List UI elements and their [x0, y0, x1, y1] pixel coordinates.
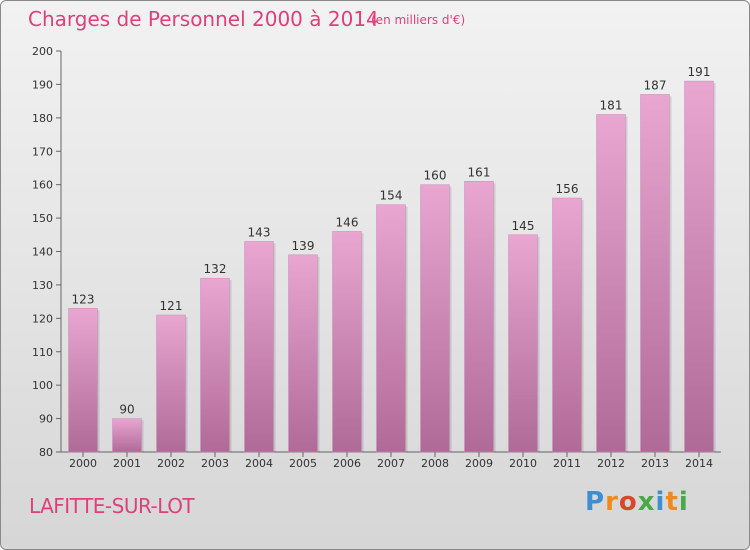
y-tick-label: 130: [32, 279, 53, 292]
bar: [640, 94, 670, 453]
logo-letter: i: [678, 487, 689, 517]
bar: [684, 80, 714, 453]
logo-letter: r: [605, 487, 619, 517]
x-tick-label: 2012: [597, 457, 625, 470]
bar: [552, 197, 582, 453]
logo-letter: o: [618, 487, 638, 517]
y-tick-label: 140: [32, 246, 53, 259]
bar-value-label: 146: [336, 215, 359, 229]
bar-value-label: 123: [72, 292, 95, 306]
chart-title: Charges de Personnel 2000 à 2014: [28, 7, 379, 31]
y-tick-label: 90: [39, 413, 53, 426]
x-tick-label: 2014: [685, 457, 713, 470]
bar-value-label: 187: [644, 78, 667, 92]
bar: [376, 204, 406, 453]
bar: [200, 277, 230, 453]
bar-value-label: 121: [160, 299, 183, 313]
y-tick-label: 80: [39, 446, 53, 459]
logo-letter: x: [637, 487, 656, 517]
bar: [68, 308, 98, 453]
bar-value-label: 90: [119, 403, 134, 417]
commune-name: LAFITTE-SUR-LOT: [29, 494, 195, 518]
bar-value-label: 143: [248, 225, 271, 239]
bar: [156, 314, 186, 453]
bar-value-label: 156: [556, 182, 579, 196]
bar-value-label: 191: [688, 65, 711, 79]
logo-letter: P: [585, 487, 606, 517]
bar-value-label: 132: [204, 262, 227, 276]
x-tick-label: 2009: [465, 457, 493, 470]
y-tick-label: 200: [32, 45, 53, 58]
bar: [112, 418, 142, 453]
x-tick-label: 2008: [421, 457, 449, 470]
x-tick-label: 2007: [377, 457, 405, 470]
logo-letter: i: [655, 487, 666, 517]
x-tick-label: 2005: [289, 457, 317, 470]
bar: [332, 231, 362, 453]
bar-value-label: 161: [468, 165, 491, 179]
y-tick-label: 120: [32, 312, 53, 325]
bar: [420, 184, 450, 453]
bar-value-label: 181: [600, 98, 623, 112]
x-tick-label: 2011: [553, 457, 581, 470]
x-tick-label: 2006: [333, 457, 361, 470]
proxiti-logo: Proxiti: [585, 487, 689, 517]
bar-value-label: 154: [380, 189, 403, 203]
y-tick-label: 150: [32, 212, 53, 225]
y-tick-label: 110: [32, 346, 53, 359]
x-tick-label: 2001: [113, 457, 141, 470]
x-tick-label: 2003: [201, 457, 229, 470]
chart-subtitle: (en milliers d'€): [371, 13, 466, 27]
x-tick-label: 2013: [641, 457, 669, 470]
bar-value-label: 145: [512, 219, 535, 233]
x-tick-label: 2002: [157, 457, 185, 470]
y-tick-label: 170: [32, 145, 53, 158]
x-tick-label: 2000: [69, 457, 97, 470]
bar-value-label: 139: [292, 239, 315, 253]
y-tick-label: 100: [32, 379, 53, 392]
x-tick-label: 2004: [245, 457, 273, 470]
logo-letter: t: [665, 487, 679, 517]
bar: [596, 114, 626, 453]
bar: [508, 234, 538, 453]
bar: [244, 241, 274, 453]
y-tick-label: 160: [32, 179, 53, 192]
y-tick-label: 190: [32, 78, 53, 91]
bar: [464, 181, 494, 453]
bar-value-label: 160: [424, 169, 447, 183]
x-tick-label: 2010: [509, 457, 537, 470]
bar: [288, 254, 318, 453]
y-tick-label: 180: [32, 112, 53, 125]
